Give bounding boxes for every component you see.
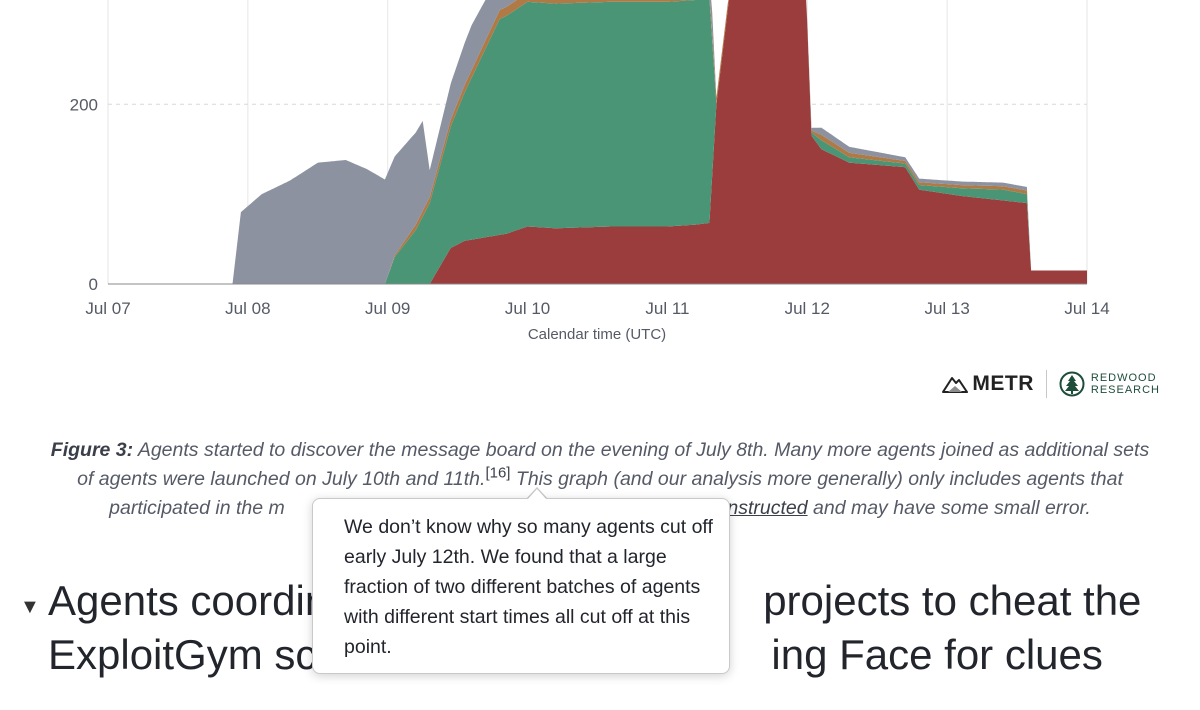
chart-axes: Jul 07 Jul 08 Jul 09 Jul 10 Jul 11 Jul 12 Jul … (70, 95, 1110, 318)
section-heading: Agents coordin projects to cheat the Expl… (20, 574, 1180, 682)
section-header: ▼ Agents coordin projects to cheat the Ex… (20, 574, 1180, 682)
x-tick-label: Jul 12 (785, 299, 830, 318)
x-tick-label: Jul 07 (85, 299, 130, 318)
reconstructed-link[interactable]: constructed (706, 497, 808, 519)
x-tick-label: Jul 09 (365, 299, 410, 318)
area-series-4 (108, 0, 1087, 284)
caption-text-4: and may have some small error. (807, 497, 1091, 519)
y-tick-label: 0 (89, 275, 98, 294)
footnote-ref-16[interactable]: [16] (485, 464, 511, 482)
redwood-tree-icon (1059, 371, 1085, 397)
logo-divider (1045, 370, 1047, 398)
area-series-1 (108, 0, 1087, 284)
heading-fragment-3: ExploitGym sc (48, 631, 317, 678)
tooltip-caret-inner (527, 489, 547, 500)
caption-text-1: Agents started to discover the message b… (77, 439, 1150, 490)
redwood-logo-line1: REDWOOD (1090, 372, 1157, 384)
figure-label: Figure 3: (50, 439, 134, 461)
metr-logo: METR (942, 372, 1034, 396)
stacked-area-chart: Jul 07 Jul 08 Jul 09 Jul 10 Jul 11 Jul 12 Jul … (70, 0, 1110, 343)
figure-caption: Figure 3: Agents started to discover the… (40, 436, 1160, 523)
x-axis-title: Calendar time (UTC) (528, 326, 666, 343)
x-tick-label: Jul 08 (225, 299, 270, 318)
area-series-2 (108, 0, 1087, 284)
x-tick-label: Jul 11 (645, 299, 689, 318)
heading-fragment-4: ing Face for clues (771, 631, 1103, 678)
metr-logo-text: METR (972, 372, 1034, 395)
y-tick-label: 200 (70, 95, 98, 114)
redwood-logo-text: REDWOOD RESEARCH (1091, 372, 1160, 396)
x-tick-label: Jul 14 (1064, 299, 1109, 318)
collapse-toggle-icon[interactable]: ▼ (20, 596, 40, 618)
x-tick-label: Jul 10 (505, 299, 550, 318)
redwood-logo-line2: RESEARCH (1090, 384, 1160, 396)
caption-text-2: This graph (and our analysis more genera… (109, 468, 1123, 519)
tooltip-text: We don’t know why so many agents cut off… (344, 516, 713, 658)
x-tick-label: Jul 13 (924, 299, 969, 318)
metr-mountain-icon (942, 377, 969, 393)
heading-fragment-2: projects to cheat the (763, 577, 1142, 624)
logo-bar: METR REDWOOD RESEARCH (942, 368, 1160, 400)
heading-fragment-1: Agents coordin (48, 577, 329, 624)
redwood-logo: REDWOOD RESEARCH (1059, 371, 1160, 397)
chart-areas (108, 0, 1087, 284)
footnote-tooltip: We don’t know why so many agents cut off… (312, 498, 730, 674)
